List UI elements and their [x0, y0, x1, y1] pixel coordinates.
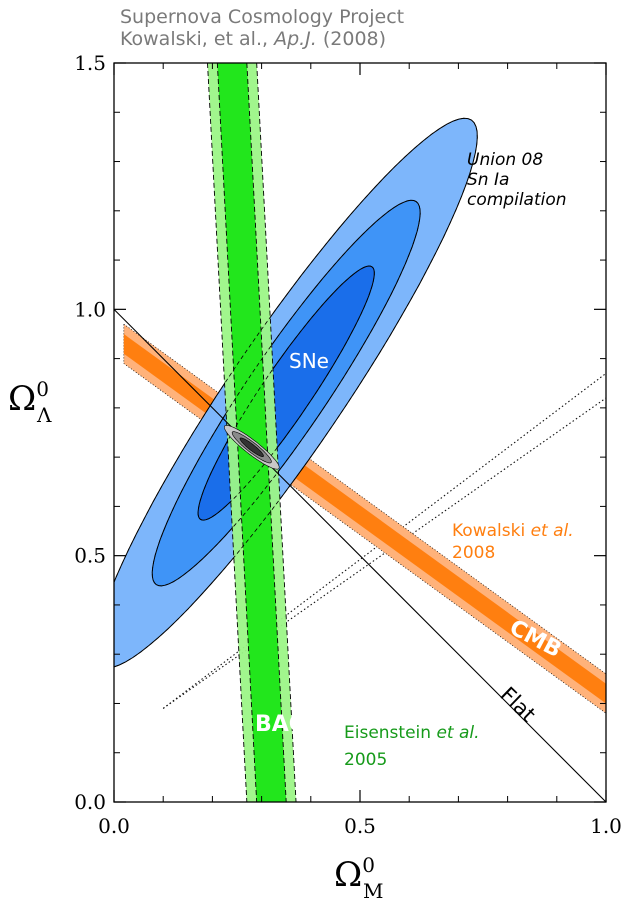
y-tick-label: 0.0	[74, 790, 106, 814]
sne-contour-dashed-3	[197, 265, 375, 521]
union-label-line-3: compilation	[467, 190, 567, 210]
plot-frame	[113, 62, 607, 803]
y-tick-label: 0.5	[74, 544, 106, 568]
eisenstein-year-label: 2005	[344, 750, 387, 770]
bao-dashed-edge-4	[256, 63, 297, 802]
union-label-line-2: Sn Ia	[467, 170, 509, 190]
data-layer	[114, 63, 606, 802]
header-line-1: Supernova Cosmology Project	[120, 6, 405, 28]
combined-contour-3	[239, 437, 264, 458]
x-tick-label: 0.0	[98, 814, 130, 838]
y-tick-label: 1.0	[74, 297, 106, 321]
dotted-contour-line-1	[162, 372, 606, 709]
header-year: (2008)	[316, 28, 387, 50]
axis-layer: 0.0 0.5 1.0 0.0 0.5 1.0 1.5 Ω0 Λ Ω0 M	[8, 51, 621, 902]
header-journal: Ap.J.	[274, 28, 317, 50]
kowalski-year-label: 2008	[452, 543, 495, 563]
bao-dashed-edge-3	[246, 63, 287, 802]
union-label-line-1: Union 08	[467, 150, 543, 170]
flat-label: Flat	[496, 682, 541, 726]
x-axis-title: Ω0 M	[334, 853, 383, 902]
kowalski-label: Kowalski et al.	[452, 521, 574, 541]
y-axis-title: Ω0 Λ	[8, 377, 52, 427]
x-tick-label: 0.5	[344, 814, 376, 838]
eisenstein-label: Eisenstein et al.	[344, 723, 480, 743]
bao-label: BAO	[255, 712, 308, 737]
sne-label: SNe	[289, 349, 329, 373]
y-tick-label: 1.5	[74, 51, 106, 75]
bao-band-inner	[217, 63, 287, 802]
header-line-2: Kowalski, et al., Ap.J. (2008)	[120, 28, 386, 50]
header-authors: Kowalski, et al.,	[120, 28, 275, 50]
x-tick-label: 1.0	[590, 814, 621, 838]
flat-universe-line	[114, 308, 606, 802]
sne-contour-dashed-1	[114, 117, 478, 668]
